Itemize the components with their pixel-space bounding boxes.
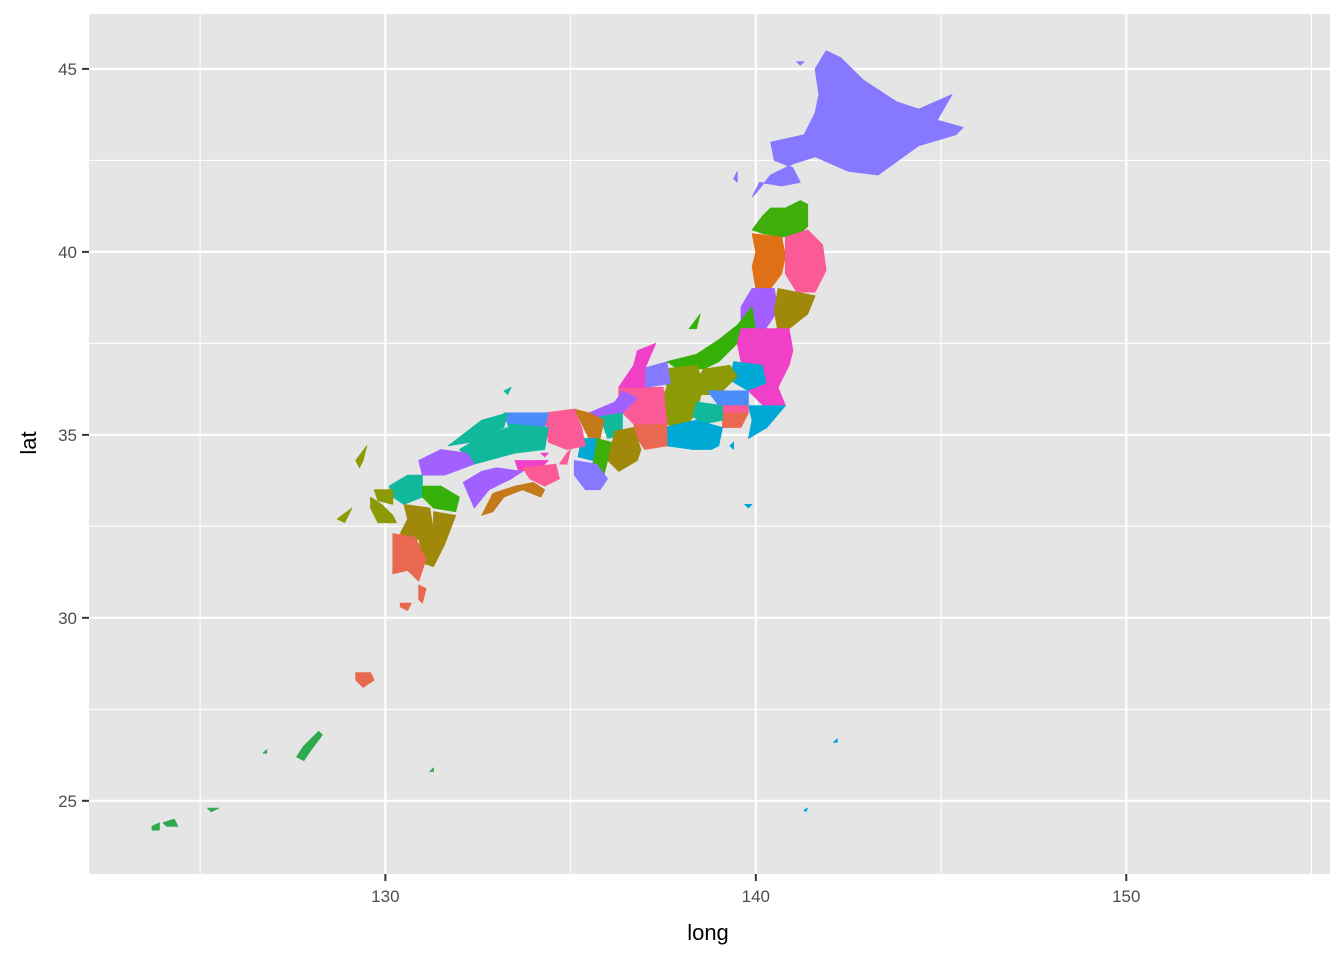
region-miyagi — [773, 288, 816, 333]
prefecture-regions — [151, 50, 964, 831]
region-ehime — [462, 467, 523, 509]
region-kumejima — [262, 749, 268, 754]
x-tick-label: 130 — [371, 887, 399, 906]
x-tick-label: 140 — [742, 887, 770, 906]
region-okushiri — [733, 170, 738, 183]
region-oita — [421, 485, 460, 513]
x-tick-label: 150 — [1112, 887, 1140, 906]
region-wakayama — [573, 460, 608, 491]
x-axis: 130 140 150 — [371, 874, 1140, 906]
y-tick-label: 30 — [58, 609, 77, 628]
region-rishiri — [796, 61, 805, 66]
region-iwoto — [803, 807, 809, 813]
region-kyoto — [573, 408, 605, 447]
region-goto — [336, 507, 353, 524]
region-shizuoka — [662, 419, 723, 450]
region-yamanashi — [692, 401, 723, 425]
y-axis: 25 30 35 40 45 — [58, 60, 89, 811]
region-kagoshima-yakushima — [399, 602, 412, 611]
region-tsushima — [355, 445, 368, 469]
y-tick-label: 40 — [58, 243, 77, 262]
region-iwate — [785, 229, 827, 293]
region-kagoshima-tanegashima — [418, 584, 427, 604]
y-axis-title: lat — [16, 431, 41, 454]
region-ogasawara — [833, 738, 838, 743]
grid-lines — [89, 14, 1330, 874]
region-kagoshima — [392, 533, 427, 582]
region-kagoshima-amami — [355, 672, 375, 688]
region-saga — [373, 489, 394, 505]
region-aomori — [751, 200, 809, 238]
region-awaji — [559, 449, 571, 465]
region-izu-oshima — [729, 441, 734, 450]
region-hachijojima — [744, 503, 753, 509]
region-mie — [607, 427, 642, 472]
y-tick-label: 45 — [58, 60, 77, 79]
y-tick-label: 25 — [58, 792, 77, 811]
region-iriomote — [151, 822, 160, 831]
region-daito — [429, 767, 434, 772]
region-shodoshima — [540, 452, 549, 458]
region-kanagawa — [722, 412, 749, 428]
region-tokushima — [522, 463, 560, 487]
region-chiba — [748, 405, 786, 439]
region-nagasaki — [370, 496, 397, 524]
region-hokkaido — [751, 50, 964, 198]
region-okinawa — [296, 730, 323, 761]
region-miyakojima — [207, 807, 220, 813]
region-kochi — [481, 481, 546, 516]
region-hyogo — [544, 408, 586, 450]
region-fukushima — [736, 328, 794, 366]
region-ishikawa — [618, 342, 657, 388]
region-sado — [688, 313, 701, 330]
x-axis-title: long — [687, 920, 729, 945]
y-tick-label: 35 — [58, 426, 77, 445]
region-okinawa-ishigaki — [162, 818, 179, 827]
region-miyazaki — [418, 511, 457, 567]
region-shimane — [447, 412, 509, 447]
region-oki — [503, 386, 512, 396]
